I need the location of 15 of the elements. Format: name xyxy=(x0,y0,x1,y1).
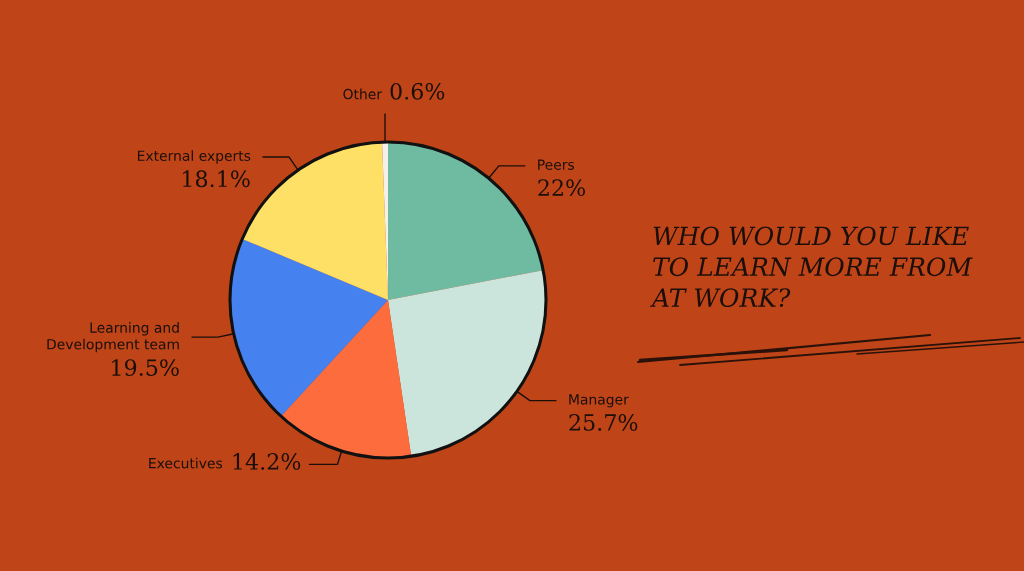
data-label: 25.7% xyxy=(569,414,638,431)
text: WHO WOULD YOU LIKE TO LEARN MORE FROM AT WORK? xyxy=(650,226,973,308)
data-label: 19.5% xyxy=(112,359,179,376)
pie-slice xyxy=(388,270,546,457)
slice-label: Manager xyxy=(569,394,629,408)
data-label: 14.2% xyxy=(233,453,301,470)
slice-label: Peers xyxy=(538,159,575,170)
slice-label: Other xyxy=(343,88,383,100)
data-label: 0.6% xyxy=(390,82,445,100)
pie-slice xyxy=(230,238,388,417)
slice-label: External experts xyxy=(137,150,251,164)
slice-label: Executives xyxy=(149,457,223,469)
slice-label: Learning and Development team xyxy=(47,322,179,353)
data-label: 22% xyxy=(538,179,585,197)
data-label: 18.1% xyxy=(183,170,250,188)
